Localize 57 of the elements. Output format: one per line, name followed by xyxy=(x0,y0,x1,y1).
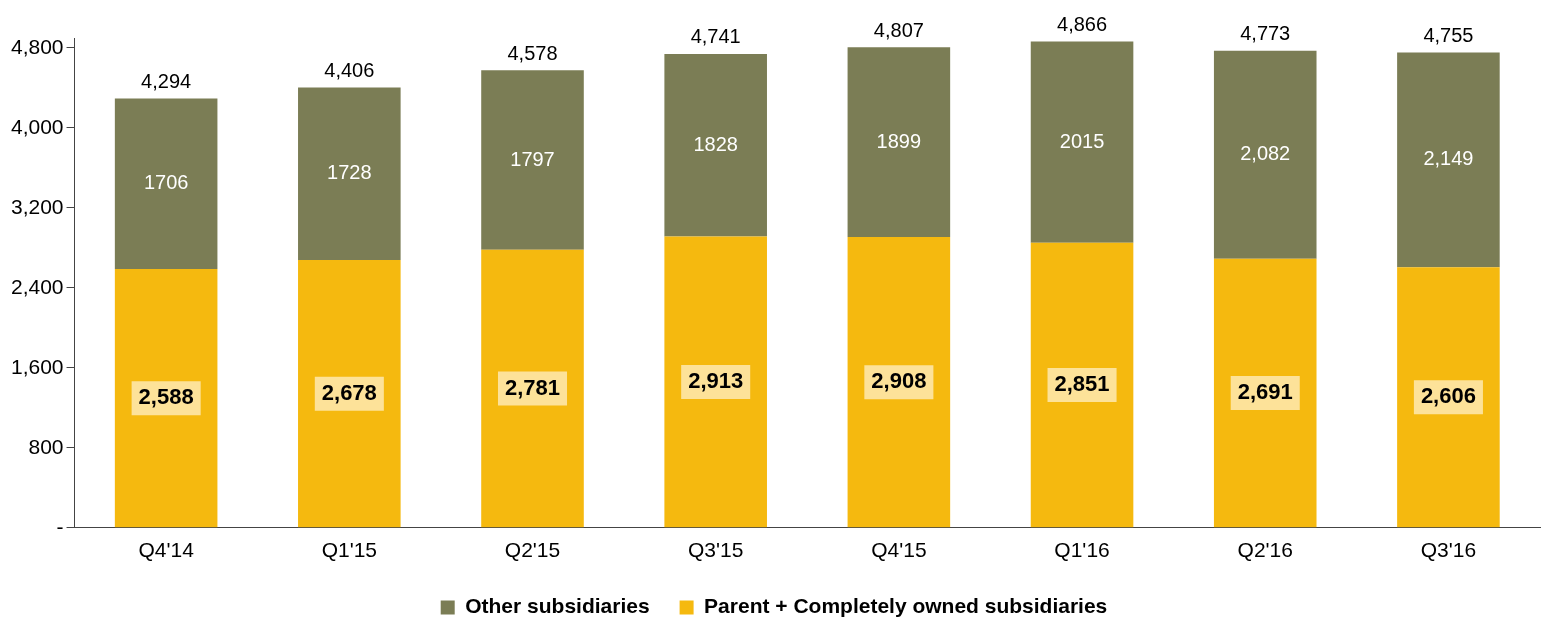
data-label: 2,781 xyxy=(504,374,561,400)
data-label: 1797 xyxy=(510,147,555,170)
total-label: 4,741 xyxy=(690,25,741,48)
y-tick-label: 4,000 xyxy=(10,114,64,138)
data-label: 2,606 xyxy=(1420,383,1476,409)
data-label: 2,908 xyxy=(871,368,927,394)
data-label: 2,082 xyxy=(1240,142,1291,165)
y-tick-label: 3,200 xyxy=(10,194,64,218)
bar xyxy=(114,269,218,528)
bar xyxy=(1030,41,1134,243)
total-label: 4,773 xyxy=(1240,22,1291,45)
y-tick-label: 800 xyxy=(28,434,64,458)
x-tick-label: Q1'16 xyxy=(1054,538,1110,562)
data-label: 2,691 xyxy=(1237,379,1293,405)
data-label: 1706 xyxy=(143,171,189,194)
bar xyxy=(847,237,951,528)
bar xyxy=(1213,258,1317,528)
total-label: 4,866 xyxy=(1057,12,1108,35)
bar xyxy=(1213,50,1317,259)
data-label: 2,149 xyxy=(1423,147,1474,170)
data-label: 1728 xyxy=(327,161,372,184)
legend-label: Parent + Completely owned subsidiaries xyxy=(704,594,1108,618)
bar xyxy=(298,260,401,528)
data-label: 1899 xyxy=(876,129,922,152)
y-tick-label: 1,600 xyxy=(10,354,64,378)
total-label: 4,807 xyxy=(873,18,924,41)
y-tick-label: 4,800 xyxy=(10,34,64,58)
x-tick-label: Q3'15 xyxy=(687,538,744,562)
x-tick-label: Q4'14 xyxy=(138,538,195,562)
total-label: 4,294 xyxy=(141,70,192,93)
x-tick-label: Q4'15 xyxy=(871,538,927,562)
data-label: 2,588 xyxy=(138,384,194,410)
bar xyxy=(481,249,584,528)
y-tick-label: - xyxy=(56,514,64,538)
bar xyxy=(298,87,401,261)
data-label: 2,851 xyxy=(1054,371,1110,397)
legend-label: Other subsidiaries xyxy=(465,594,650,618)
data-label: 2,913 xyxy=(688,368,744,394)
x-tick-label: Q3'16 xyxy=(1420,538,1477,562)
total-label: 4,755 xyxy=(1423,24,1474,47)
bar xyxy=(664,53,767,237)
data-label: 2,678 xyxy=(321,379,377,405)
bar xyxy=(847,47,951,238)
data-label: 2015 xyxy=(1059,129,1105,152)
x-tick-label: Q1'15 xyxy=(321,538,378,562)
x-tick-label: Q2'16 xyxy=(1237,538,1293,562)
bar xyxy=(1030,242,1134,528)
bar xyxy=(114,98,218,270)
bar xyxy=(1397,267,1500,528)
y-tick-label: 2,400 xyxy=(10,274,64,298)
bar xyxy=(1397,52,1500,268)
data-label: 1828 xyxy=(693,132,738,155)
x-tick-label: Q2'15 xyxy=(504,538,561,562)
total-label: 4,406 xyxy=(324,58,375,81)
bar xyxy=(481,70,584,250)
bar xyxy=(664,236,767,528)
total-label: 4,578 xyxy=(507,41,558,64)
